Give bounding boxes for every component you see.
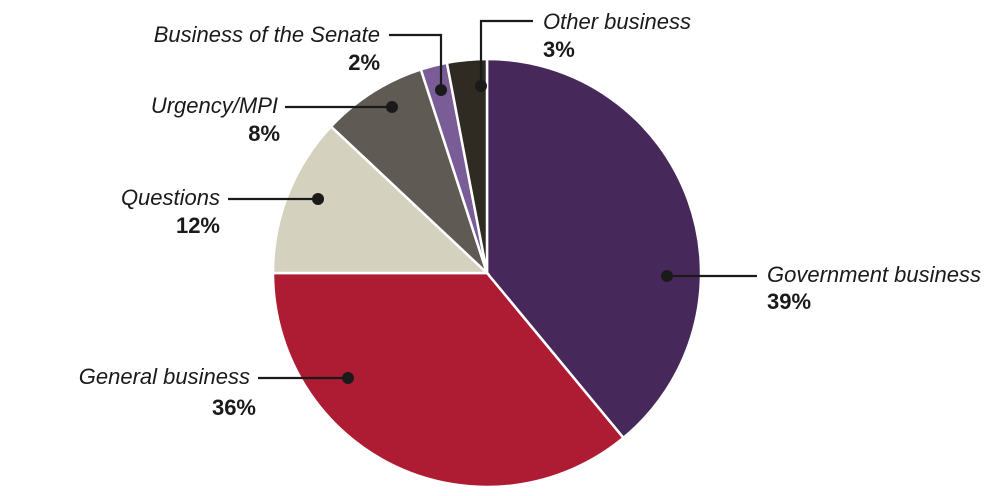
- pie-slice-questions: [271, 124, 491, 275]
- slice-label-percent: 3%: [543, 37, 575, 62]
- leader-dot: [475, 80, 487, 92]
- leader-line: [479, 19, 533, 86]
- label-government-business: Government business 39%: [661, 262, 981, 314]
- slice-label-name: Questions: [121, 185, 220, 210]
- slice-label-name: Government business: [767, 262, 981, 287]
- leader-dot: [312, 193, 324, 205]
- leader-dot: [342, 372, 354, 384]
- pie-slice-general-business: [271, 271, 626, 489]
- label-questions: Questions 12%: [121, 185, 324, 238]
- label-urgency-mpi: Urgency/MPI 8%: [151, 93, 398, 146]
- slice-label-percent: 12%: [176, 213, 220, 238]
- slice-label-percent: 2%: [348, 50, 380, 75]
- slice-label-name: General business: [79, 364, 250, 389]
- pie-slice-urgency-mpi: [329, 67, 489, 274]
- slice-label-name: Other business: [543, 9, 691, 34]
- label-general-business: General business 36%: [79, 364, 354, 420]
- slice-label-name: Business of the Senate: [154, 22, 380, 47]
- pie-slice-other-business: [445, 57, 489, 274]
- pie-labels: Government business 39% General business…: [79, 9, 981, 420]
- leader-dot: [661, 270, 673, 282]
- slice-label-percent: 39%: [767, 289, 811, 314]
- label-other-business: Other business 3%: [475, 9, 691, 92]
- pie-slices: [271, 57, 703, 489]
- slice-label-percent: 8%: [248, 121, 280, 146]
- leader-line: [389, 33, 443, 90]
- label-business-of-the-senate: Business of the Senate 2%: [154, 22, 447, 96]
- leader-dot: [386, 101, 398, 113]
- slice-label-percent: 36%: [212, 395, 256, 420]
- leader-dot: [435, 84, 447, 96]
- slice-label-name: Urgency/MPI: [151, 93, 278, 118]
- pie-slice-government-business: [485, 57, 703, 440]
